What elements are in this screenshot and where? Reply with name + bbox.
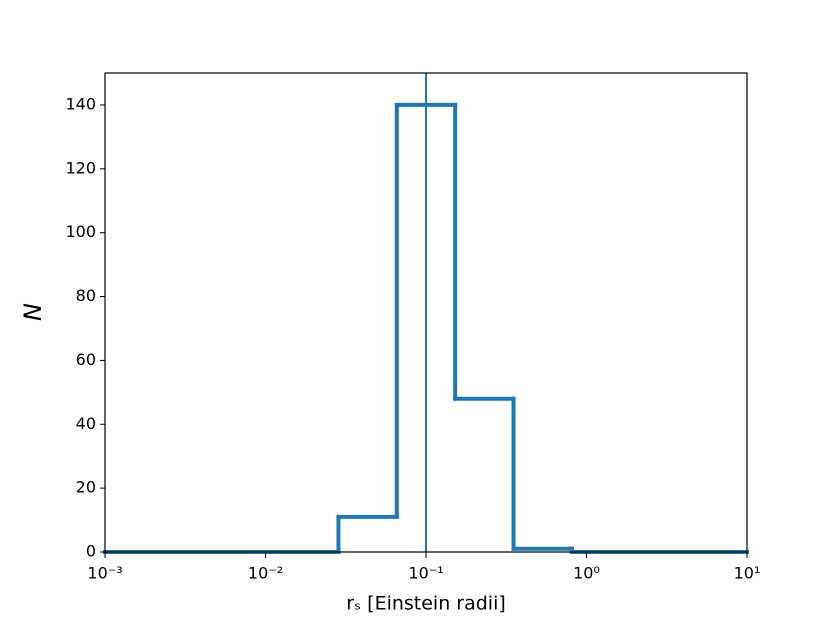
x-axis-label: rₛ [Einstein radii] [346, 593, 506, 615]
y-tick-label: 40 [76, 414, 96, 433]
x-tick-label: 10¹ [734, 564, 761, 583]
y-tick-label: 100 [65, 222, 96, 241]
y-tick-label: 60 [76, 350, 96, 369]
y-tick-label: 80 [76, 286, 96, 305]
x-tick-label: 10⁻² [248, 564, 283, 583]
x-tick-label: 10⁻³ [87, 564, 122, 583]
y-tick-label: 140 [65, 94, 96, 113]
y-tick-label: 120 [65, 158, 96, 177]
y-tick-label: 0 [86, 542, 96, 561]
x-tick-label: 10⁰ [573, 564, 600, 583]
y-tick-label: 20 [76, 478, 96, 497]
x-tick-label: 10⁻¹ [408, 564, 443, 583]
y-axis-label: N [19, 303, 47, 321]
